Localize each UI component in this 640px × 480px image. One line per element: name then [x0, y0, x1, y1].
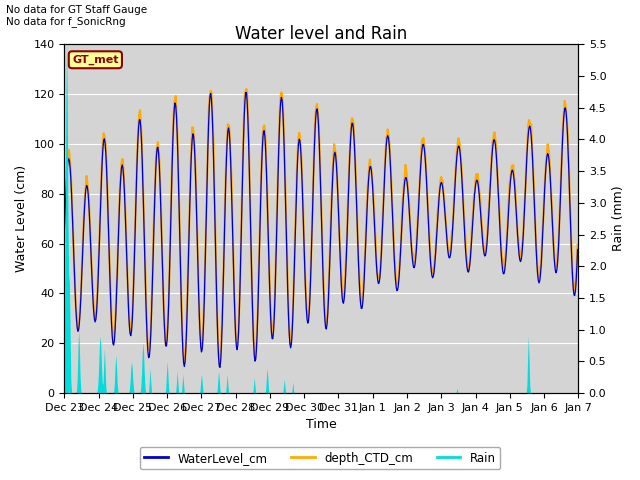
Text: No data for GT Staff Gauge
No data for f_SonicRng: No data for GT Staff Gauge No data for f… [6, 5, 148, 27]
Legend: WaterLevel_cm, depth_CTD_cm, Rain: WaterLevel_cm, depth_CTD_cm, Rain [140, 447, 500, 469]
Y-axis label: Water Level (cm): Water Level (cm) [15, 165, 28, 272]
Title: Water level and Rain: Water level and Rain [236, 24, 408, 43]
Y-axis label: Rain (mm): Rain (mm) [612, 186, 625, 252]
X-axis label: Time: Time [306, 419, 337, 432]
Text: GT_met: GT_met [72, 55, 118, 65]
